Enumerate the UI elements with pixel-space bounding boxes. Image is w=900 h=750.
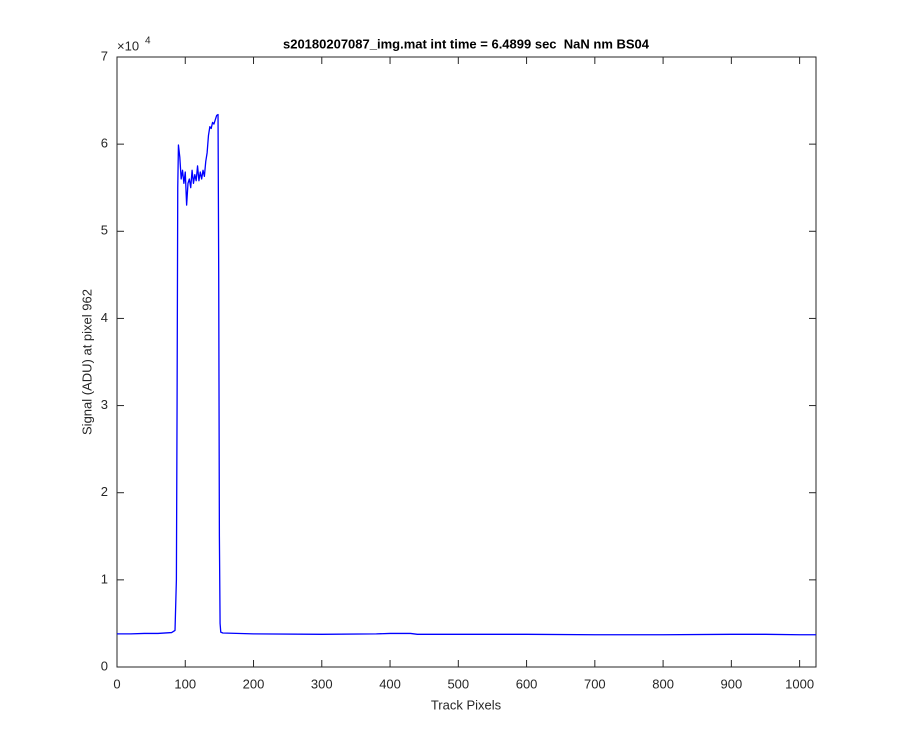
x-tick-label: 700: [584, 676, 606, 691]
data-line: [117, 113, 816, 636]
x-tick-label: 200: [243, 676, 265, 691]
x-axis-label: Track Pixels: [431, 697, 502, 712]
y-tick-label: 6: [101, 136, 108, 151]
x-tick-label: 400: [379, 676, 401, 691]
x-tick-label: 0: [113, 676, 120, 691]
y-tick-label: 5: [101, 223, 108, 238]
chart-title: s20180207087_img.mat int time = 6.4899 s…: [283, 36, 650, 51]
x-tick-label: 1000: [785, 676, 814, 691]
y-tick-label: 7: [101, 48, 108, 63]
y-exponent-base: ×10: [117, 38, 139, 53]
x-tick-label: 100: [174, 676, 196, 691]
x-tick-label: 900: [721, 676, 743, 691]
x-tick-label: 500: [447, 676, 469, 691]
y-tick-label: 0: [101, 658, 108, 673]
x-tick-label: 600: [516, 676, 538, 691]
plot-box: [116, 56, 817, 668]
y-tick-label: 4: [101, 310, 108, 325]
x-tick-label: 800: [652, 676, 674, 691]
y-exponent-power: 4: [145, 36, 151, 47]
y-tick-label: 3: [101, 397, 108, 412]
y-tick-label: 2: [101, 484, 108, 499]
x-tick-label: 300: [311, 676, 333, 691]
y-tick-label: 1: [101, 571, 108, 586]
y-axis-label: Signal (ADU) at pixel 962: [79, 289, 94, 435]
